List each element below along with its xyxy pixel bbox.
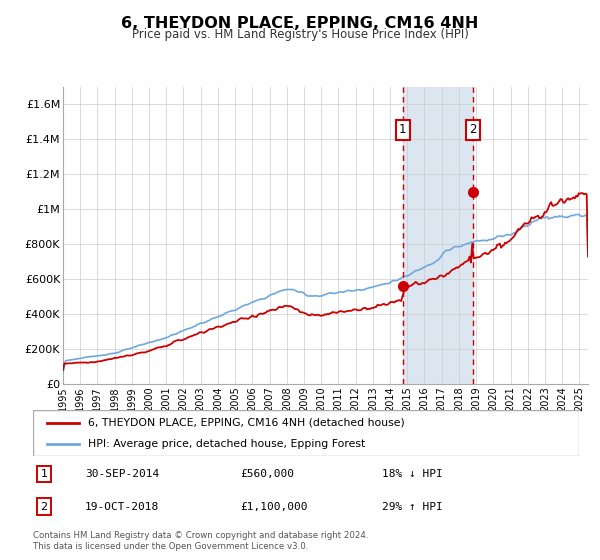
Text: 6, THEYDON PLACE, EPPING, CM16 4NH (detached house): 6, THEYDON PLACE, EPPING, CM16 4NH (deta… bbox=[88, 418, 404, 428]
Text: 30-SEP-2014: 30-SEP-2014 bbox=[85, 469, 159, 479]
FancyBboxPatch shape bbox=[33, 410, 579, 456]
Text: Price paid vs. HM Land Registry's House Price Index (HPI): Price paid vs. HM Land Registry's House … bbox=[131, 28, 469, 41]
Text: £560,000: £560,000 bbox=[241, 469, 295, 479]
Text: 2: 2 bbox=[469, 123, 476, 136]
Text: Contains HM Land Registry data © Crown copyright and database right 2024.: Contains HM Land Registry data © Crown c… bbox=[33, 531, 368, 540]
Bar bbox=[403, 87, 473, 384]
Text: 6, THEYDON PLACE, EPPING, CM16 4NH: 6, THEYDON PLACE, EPPING, CM16 4NH bbox=[121, 16, 479, 31]
Text: £1,100,000: £1,100,000 bbox=[241, 502, 308, 511]
Text: 1: 1 bbox=[399, 123, 407, 136]
Text: 1: 1 bbox=[40, 469, 47, 479]
Text: 18% ↓ HPI: 18% ↓ HPI bbox=[382, 469, 443, 479]
Text: 29% ↑ HPI: 29% ↑ HPI bbox=[382, 502, 443, 511]
Text: 2: 2 bbox=[40, 502, 47, 511]
Text: This data is licensed under the Open Government Licence v3.0.: This data is licensed under the Open Gov… bbox=[33, 542, 308, 550]
Text: 19-OCT-2018: 19-OCT-2018 bbox=[85, 502, 159, 511]
Text: HPI: Average price, detached house, Epping Forest: HPI: Average price, detached house, Eppi… bbox=[88, 439, 365, 449]
